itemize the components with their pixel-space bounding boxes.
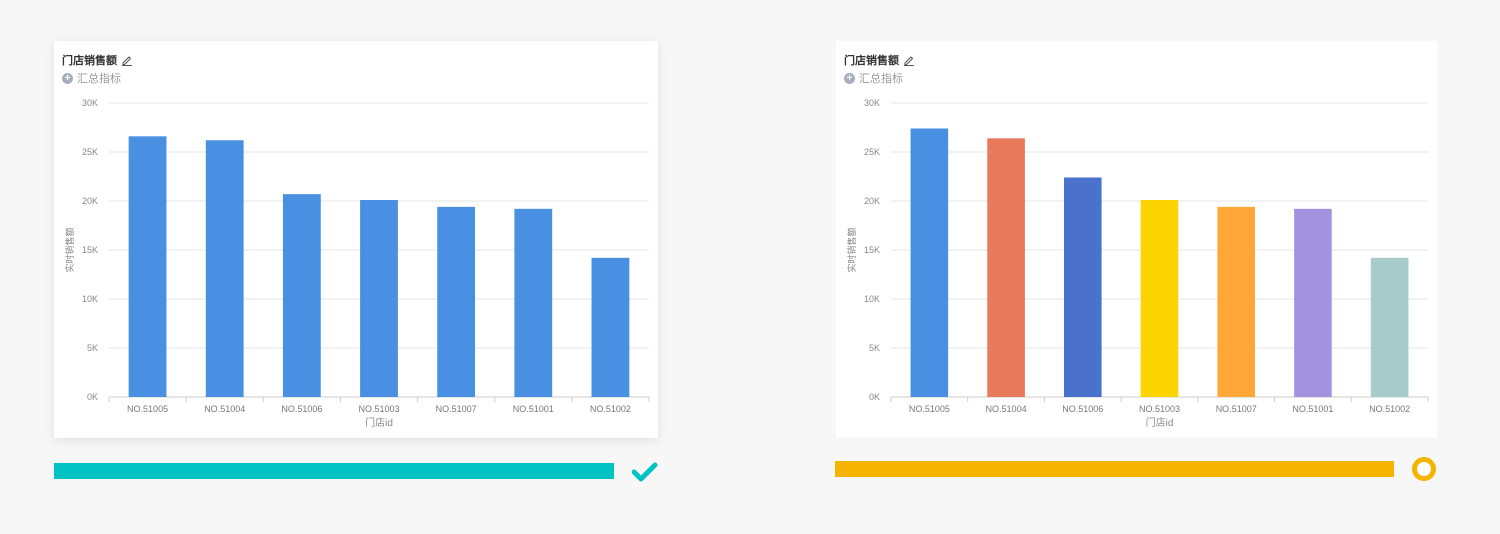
y-tick-label: 5K xyxy=(869,343,880,353)
chart-card-left: 门店销售额 + 汇总指标 0K 5K 10K 15K 20K 25K 30K NO.51005… xyxy=(54,41,658,438)
chart-card-right: 门店销售额 + 汇总指标 0K 5K 10K 15K 20K 25K 30K NO.51005… xyxy=(836,41,1437,438)
bar xyxy=(591,257,630,397)
x-axis-label: 门店id xyxy=(1146,416,1174,429)
bar xyxy=(1140,200,1179,397)
x-tick-label: NO.51006 xyxy=(281,404,322,414)
summary-indicator-label: 汇总指标 xyxy=(77,73,121,85)
x-tick-label: NO.51007 xyxy=(436,404,477,414)
summary-indicator-label: 汇总指标 xyxy=(859,73,903,85)
y-tick-label: 30K xyxy=(82,98,98,108)
x-tick-label: NO.51002 xyxy=(1369,404,1410,414)
y-tick-label: 0K xyxy=(87,392,98,402)
y-tick-label: 25K xyxy=(864,147,880,157)
bar-chart: 0K 5K 10K 15K 20K 25K 30K NO.51005 NO.51004 NO.51… xyxy=(64,98,650,429)
y-tick-label: 15K xyxy=(82,245,98,255)
chart-title-text: 门店销售额 xyxy=(844,55,899,67)
bar-chart: 0K 5K 10K 15K 20K 25K 30K NO.51005 NO.51004 NO.51… xyxy=(846,98,1429,429)
x-tick-label: NO.51006 xyxy=(1062,404,1103,414)
progress-bar-left xyxy=(54,463,614,479)
x-tick-label: NO.51002 xyxy=(590,404,631,414)
chart-title-text: 门店销售额 xyxy=(62,55,117,67)
ring-icon xyxy=(1412,457,1436,481)
y-tick-label: 15K xyxy=(864,245,880,255)
y-tick-label: 5K xyxy=(87,343,98,353)
y-tick-label: 20K xyxy=(864,196,880,206)
bar xyxy=(1063,177,1102,397)
bar xyxy=(437,206,476,397)
x-axis-label: 门店id xyxy=(365,416,393,429)
progress-bar-right xyxy=(835,461,1394,477)
x-tick-label: NO.51001 xyxy=(1292,404,1333,414)
y-axis-label: 实时销售额 xyxy=(846,227,857,272)
bar xyxy=(1217,206,1256,397)
bar xyxy=(205,140,244,397)
chart-title: 门店销售额 xyxy=(844,52,915,68)
chart-title: 门店销售额 xyxy=(62,52,133,68)
y-tick-label: 0K xyxy=(869,392,880,402)
y-axis-label: 实时销售额 xyxy=(64,227,75,272)
y-tick-label: 10K xyxy=(864,294,880,304)
pencil-icon[interactable] xyxy=(121,54,133,66)
y-tick-label: 10K xyxy=(82,294,98,304)
y-tick-label: 30K xyxy=(864,98,880,108)
y-tick-label: 25K xyxy=(82,147,98,157)
bar xyxy=(910,128,949,397)
x-tick-label: NO.51001 xyxy=(513,404,554,414)
x-tick-label: NO.51003 xyxy=(358,404,399,414)
x-tick-label: NO.51004 xyxy=(204,404,245,414)
plus-circle-icon: + xyxy=(62,72,73,84)
check-icon xyxy=(632,462,658,482)
x-tick-label: NO.51007 xyxy=(1216,404,1257,414)
x-tick-label: NO.51004 xyxy=(986,404,1027,414)
bar xyxy=(128,136,167,397)
bar xyxy=(987,138,1025,397)
bar xyxy=(514,208,553,397)
y-tick-label: 20K xyxy=(82,196,98,206)
bar xyxy=(282,194,321,397)
summary-indicator[interactable]: + 汇总指标 xyxy=(844,70,903,86)
bar xyxy=(360,200,398,397)
plus-circle-icon: + xyxy=(844,72,855,84)
x-tick-label: NO.51005 xyxy=(909,404,950,414)
bar xyxy=(1294,208,1332,397)
summary-indicator[interactable]: + 汇总指标 xyxy=(62,70,121,86)
x-tick-label: NO.51003 xyxy=(1139,404,1180,414)
x-tick-label: NO.51005 xyxy=(127,404,168,414)
bar xyxy=(1370,257,1409,397)
pencil-icon[interactable] xyxy=(903,54,915,66)
